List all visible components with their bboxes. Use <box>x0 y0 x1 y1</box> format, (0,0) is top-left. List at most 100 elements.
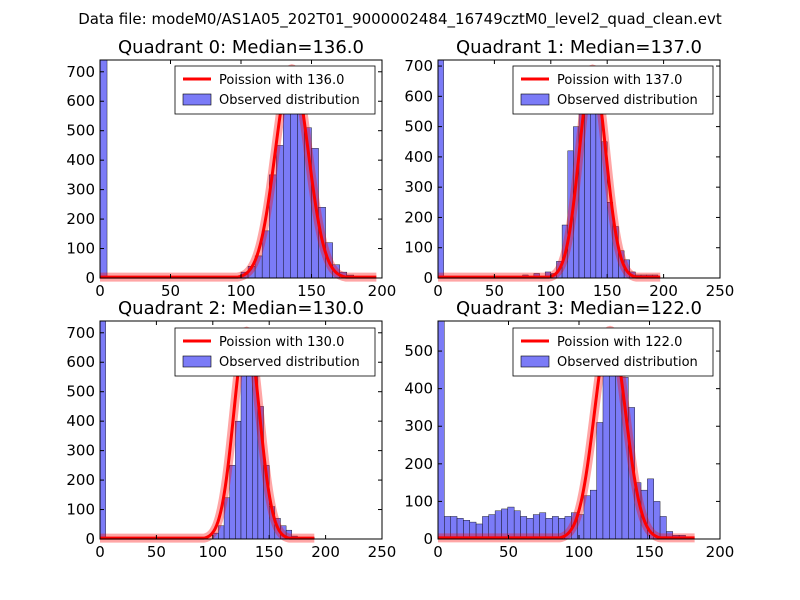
quadrant-2-poisson-curve <box>100 326 315 543</box>
quadrant-1-panel: Quadrant 1: Median=137.0 0 50 100 150 200 250… <box>404 37 734 300</box>
quadrant-3-bar-24 <box>590 489 597 540</box>
quadrant-3-ytick-label-1: 100 <box>404 492 433 510</box>
quadrant-0-legend-line-label: Poission with 136.0 <box>219 73 344 88</box>
quadrant-2-ytick-label-4: 400 <box>66 412 95 430</box>
quadrant-3-ytick-label-0: 0 <box>423 530 433 548</box>
quadrant-0-xtick-label-3: 150 <box>297 282 326 300</box>
quadrant-3-panel: Quadrant 3: Median=122.0 0 50 100 150 200 0 10… <box>404 298 734 561</box>
quadrant-3-xtick-label-0: 0 <box>433 543 443 561</box>
quadrant-0-bar-9 <box>283 109 291 279</box>
quadrant-3-ytick-label-2: 200 <box>404 455 433 473</box>
quadrant-3-legend-line-label: Poission with 122.0 <box>557 335 682 350</box>
quadrant-3-legend: Poission with 122.0 Observed distributio… <box>512 327 714 377</box>
quadrant-2-xtick-label-4: 200 <box>311 543 340 561</box>
quadrant-1-xtick-label-1: 50 <box>485 282 504 300</box>
quadrant-2-ytick-label-0: 0 <box>85 530 95 548</box>
quadrant-2-ytick-label-6: 600 <box>66 353 95 371</box>
quadrant-2-legend-line-label: Poission with 130.0 <box>219 335 344 350</box>
quadrant-3-xtick-label-1: 50 <box>499 543 518 561</box>
quadrant-1-legend-line-label: Poission with 137.0 <box>557 73 682 88</box>
quadrant-1-xtick-label-5: 250 <box>706 282 735 300</box>
quadrant-3-ytick-label-3: 300 <box>404 417 433 435</box>
quadrant-0-panel: Quadrant 0: Median=136.0 0 50 100 150 200 0 10… <box>66 37 396 300</box>
quadrant-0-ytick-label-4: 400 <box>66 151 95 169</box>
quadrant-1-legend: Poission with 137.0 Observed distributio… <box>512 65 714 115</box>
quadrant-2-ytick-label-3: 300 <box>66 442 95 460</box>
quadrant-3-bar-25 <box>596 422 604 540</box>
quadrant-1-legend-box <box>512 65 714 115</box>
quadrant-0-xtick-label-4: 200 <box>368 282 397 300</box>
quadrant-1-xtick-label-4: 200 <box>649 282 678 300</box>
quadrant-0-ytick-label-1: 100 <box>66 240 95 258</box>
quadrant-1-bars <box>437 59 659 279</box>
quadrant-0-poisson-line <box>100 67 377 279</box>
quadrant-2-xtick-label-2: 100 <box>198 543 227 561</box>
quadrant-3-legend-box <box>512 327 714 377</box>
quadrant-0-xtick-label-1: 50 <box>161 282 180 300</box>
quadrant-3-poisson-line <box>438 328 695 540</box>
quadrant-1-xtick-label-0: 0 <box>433 282 443 300</box>
quadrant-1-axes-frame <box>437 59 721 279</box>
quadrant-1-ytick-label-7: 700 <box>404 57 433 75</box>
quadrant-2-ytick-label-7: 700 <box>66 324 95 342</box>
quadrant-2-ticks: 0 50 100 150 200 250 0 100 200 300 400 500 600 700 <box>66 321 396 561</box>
quadrant-2-legend-bar-swatch <box>182 355 212 368</box>
quadrant-2-bar-8 <box>235 420 242 540</box>
quadrant-1-xtick-label-2: 100 <box>536 282 565 300</box>
quadrant-2-ytick-label-1: 100 <box>66 501 95 519</box>
quadrant-2-xtick-label-3: 150 <box>255 543 284 561</box>
quadrant-0-bar-10 <box>290 112 298 279</box>
quadrant-2-xtick-label-0: 0 <box>95 543 105 561</box>
quadrant-1-poisson-curve <box>438 64 661 282</box>
quadrant-0-ytick-label-0: 0 <box>85 269 95 287</box>
quadrant-1-xtick-label-3: 150 <box>593 282 622 300</box>
quadrant-2-poisson-line <box>100 329 315 540</box>
quadrant-0-legend: Poission with 136.0 Observed distributio… <box>174 65 376 115</box>
quadrant-1-ytick-label-6: 600 <box>404 87 433 105</box>
quadrant-3-xtick-label-3: 150 <box>635 543 664 561</box>
quadrant-2-ytick-label-5: 500 <box>66 383 95 401</box>
quadrant-1-ytick-label-1: 100 <box>404 239 433 257</box>
quadrant-3-xtick-label-4: 200 <box>706 543 735 561</box>
quadrant-1-legend-bar-swatch <box>520 93 550 106</box>
quadrant-1-ytick-label-5: 500 <box>404 118 433 136</box>
quadrant-3-poisson-curve <box>438 325 695 543</box>
quadrant-2-ytick-label-2: 200 <box>66 471 95 489</box>
quadrant-3-ytick-label-5: 500 <box>404 342 433 360</box>
quadrant-2-axes-frame <box>99 320 383 540</box>
quadrant-0-title: Quadrant 0: Median=136.0 <box>118 37 364 58</box>
quadrant-1-ytick-label-4: 400 <box>404 148 433 166</box>
quadrant-2-legend-box <box>174 327 376 377</box>
quadrant-1-ticks: 0 50 100 150 200 250 0 100 200 300 400 500 600 700 <box>404 57 734 300</box>
quadrant-3-xtick-label-2: 100 <box>565 543 594 561</box>
quadrant-0-bar-0 <box>99 59 108 279</box>
quadrant-3-bar-0 <box>437 320 445 540</box>
quadrant-0-legend-box <box>174 65 376 115</box>
quadrant-1-bar-11 <box>590 96 597 279</box>
quadrant-1-ytick-label-0: 0 <box>423 269 433 287</box>
quadrant-0-poisson-curve <box>100 64 377 282</box>
quadrant-0-xtick-label-0: 0 <box>95 282 105 300</box>
quadrant-0-ticks: 0 50 100 150 200 0 100 200 300 400 500 600 700 <box>66 60 396 300</box>
quadrant-2-title: Quadrant 2: Median=130.0 <box>118 298 364 319</box>
quadrant-1-legend-bar-label: Observed distribution <box>557 93 698 108</box>
quadrant-1-ytick-label-2: 200 <box>404 208 433 226</box>
quadrant-3-title: Quadrant 3: Median=122.0 <box>456 298 702 319</box>
quadrant-2-xtick-label-5: 250 <box>368 543 397 561</box>
quadrant-2-xtick-label-1: 50 <box>147 543 166 561</box>
figure-suptitle: Data file: modeM0/AS1A05_202T01_90000024… <box>78 10 722 29</box>
quadrant-0-ytick-label-3: 300 <box>66 181 95 199</box>
quadrant-2-bar-0 <box>99 320 106 540</box>
quadrant-3-ytick-label-4: 400 <box>404 380 433 398</box>
quadrant-2-legend: Poission with 130.0 Observed distributio… <box>174 327 376 377</box>
quadrant-1-bar-0 <box>437 59 444 279</box>
quadrant-3-legend-bar-label: Observed distribution <box>557 355 698 370</box>
quadrant-0-xtick-label-2: 100 <box>227 282 256 300</box>
quadrant-0-ytick-label-5: 500 <box>66 122 95 140</box>
quadrant-1-title: Quadrant 1: Median=137.0 <box>456 37 702 58</box>
quadrant-3-ticks: 0 50 100 150 200 0 100 200 300 400 500 <box>404 321 734 561</box>
quadrant-3-bar-26 <box>602 360 610 540</box>
quadrant-1-ytick-label-3: 300 <box>404 178 433 196</box>
quadrant-0-legend-bar-label: Observed distribution <box>219 93 360 108</box>
